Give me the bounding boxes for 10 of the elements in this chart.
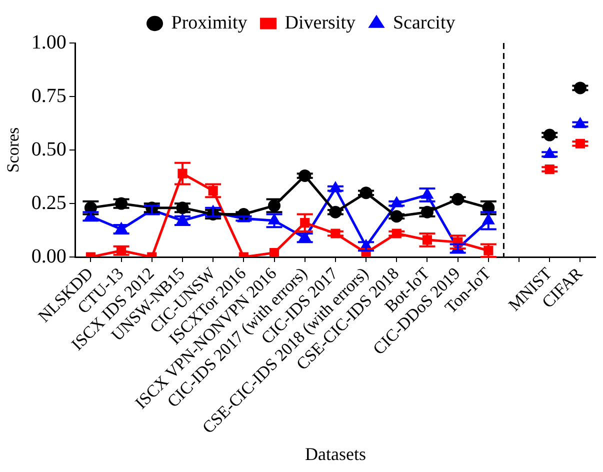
y-tick-label: 0.25 (31, 192, 66, 214)
x-axis-title: Datasets (304, 444, 366, 464)
y-axis-title: Scores (4, 127, 23, 173)
y-tick-label: 0.75 (31, 84, 66, 107)
legend-label: Scarcity (392, 12, 456, 34)
y-tick-label: 1.00 (31, 31, 66, 54)
y-tick-label: 0.00 (31, 245, 66, 268)
y-tick-label: 0.50 (31, 138, 66, 160)
legend-label: Diversity (284, 12, 356, 34)
legend-label: Proximity (171, 12, 248, 34)
